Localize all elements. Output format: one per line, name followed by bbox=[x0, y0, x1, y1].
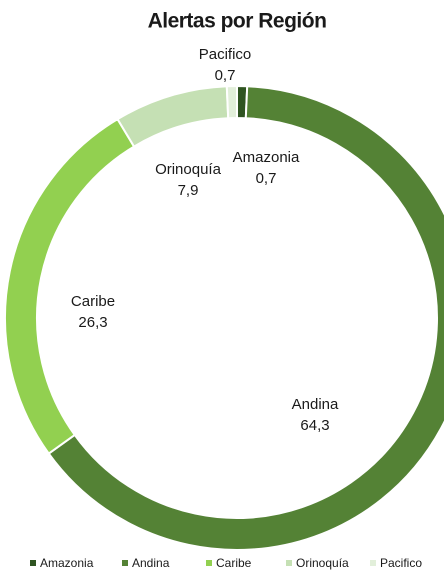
legend-label: Amazonia bbox=[40, 556, 94, 570]
data-label-value: 0,7 bbox=[215, 67, 236, 84]
donut-slice bbox=[47, 85, 444, 551]
data-label-name: Caribe bbox=[71, 293, 115, 310]
legend-swatch bbox=[286, 560, 292, 566]
donut-slice bbox=[4, 117, 136, 455]
data-label-value: 0,7 bbox=[256, 170, 277, 187]
legend-label: Pacifico bbox=[380, 556, 422, 570]
data-label-value: 64,3 bbox=[300, 417, 329, 434]
legend-swatch bbox=[30, 560, 36, 566]
data-label-value: 7,9 bbox=[178, 182, 199, 199]
donut-slice bbox=[225, 84, 238, 120]
legend-swatch bbox=[370, 560, 376, 566]
data-label-name: Pacifico bbox=[199, 46, 252, 63]
legend-swatch bbox=[122, 560, 128, 566]
legend-label: Orinoquía bbox=[296, 556, 349, 570]
data-label-name: Amazonia bbox=[233, 149, 300, 166]
data-label-value: 26,3 bbox=[78, 314, 107, 331]
donut-slice bbox=[116, 85, 230, 148]
legend-swatch bbox=[206, 560, 212, 566]
legend-label: Caribe bbox=[216, 556, 252, 570]
data-label-name: Andina bbox=[292, 396, 339, 413]
data-label-name: Orinoquía bbox=[155, 161, 222, 178]
chart-title: Alertas por Región bbox=[148, 10, 327, 33]
legend-label: Andina bbox=[132, 556, 170, 570]
